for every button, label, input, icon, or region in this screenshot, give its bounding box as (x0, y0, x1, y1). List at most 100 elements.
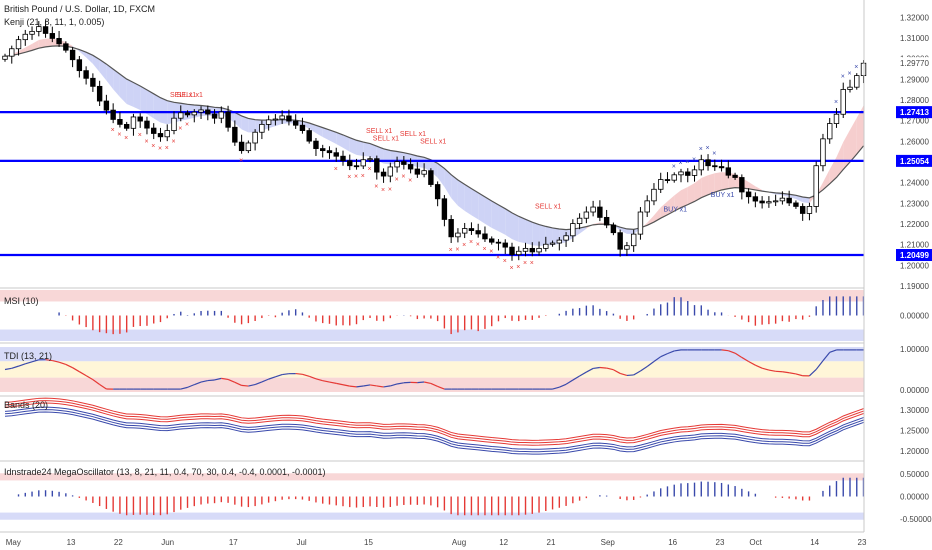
sell-marker: × (117, 131, 121, 138)
bands-lower-line (4, 409, 864, 453)
candle-body (157, 133, 164, 138)
sell-marker: × (185, 121, 189, 128)
ma-cloud-segment (437, 163, 445, 187)
ma-cloud-segment (356, 140, 364, 156)
candle-body (407, 164, 414, 170)
sell-marker: × (374, 184, 378, 191)
tdi-line-segment (674, 349, 682, 352)
ma-cloud-segment (309, 122, 316, 134)
ma-cloud-segment (248, 118, 256, 133)
candle-body (103, 100, 110, 111)
sell-marker: × (388, 186, 392, 193)
ma-cloud-segment (525, 219, 533, 246)
tdi-line-segment (369, 384, 377, 387)
ma-cloud-segment (99, 59, 107, 81)
oscillator-tick-label: -0.50000 (900, 515, 932, 524)
candle-body (590, 206, 596, 213)
candle-body (434, 184, 441, 200)
candle-body (482, 233, 488, 240)
sell-signal-label: SELL x1 (373, 135, 399, 142)
tdi-line-segment (795, 373, 803, 377)
ma-cloud-segment (660, 201, 668, 219)
sell-marker: × (455, 246, 459, 253)
candle-body (759, 200, 765, 204)
sell-marker: × (368, 166, 372, 173)
sell-marker: × (408, 177, 412, 184)
tdi-line-segment (295, 372, 303, 375)
bands-tick-label: 1.25000 (900, 427, 929, 436)
ma-cloud-segment (315, 125, 323, 138)
time-tick-label: 15 (364, 538, 373, 547)
sell-marker: × (124, 135, 128, 142)
ma-cloud-segment (532, 222, 540, 246)
tdi-line-segment (45, 359, 53, 362)
candle-body (583, 211, 590, 219)
oscillator-pane-title: Idnstrade24 MegaOscillator (13, 8, 21, 1… (4, 467, 326, 477)
ma-cloud-segment (113, 69, 120, 98)
tdi-line-segment (349, 385, 357, 388)
candle-body (340, 155, 346, 162)
ma-cloud-segment (505, 208, 512, 240)
candle-body (576, 217, 583, 224)
oscillator-tick-label: 0.50000 (900, 470, 929, 479)
candle-body (603, 216, 610, 226)
ma-cloud-segment (119, 74, 127, 104)
tdi-line-segment (417, 381, 425, 384)
candle-body (543, 243, 549, 249)
candle-body (840, 89, 846, 115)
ma-cloud-segment (349, 137, 357, 155)
tdi-line-segment (200, 379, 208, 383)
ma-cloud-segment (708, 173, 715, 195)
candle-body (265, 119, 272, 125)
msi-pane (0, 290, 865, 341)
time-tick-label: 14 (810, 538, 819, 547)
tdi-line-segment (721, 349, 729, 352)
buy-signal-label: BUY x1 (663, 207, 687, 214)
candle-body (245, 142, 252, 152)
price-tick-label: 1.29000 (900, 75, 929, 84)
candle-body (806, 206, 813, 214)
candle-body (326, 150, 333, 154)
tdi-line-segment (275, 373, 283, 378)
tdi-line-segment (579, 371, 587, 377)
tdi-line-segment (390, 383, 398, 387)
candle-body (259, 123, 265, 133)
candle-body (556, 239, 563, 244)
candle-body (428, 170, 434, 185)
candle-body (272, 118, 279, 121)
tdi-line-segment (248, 383, 256, 387)
sell-marker: × (395, 177, 399, 184)
ma-cloud-segment (126, 79, 134, 107)
sell-marker: × (165, 145, 169, 152)
sell-marker: × (381, 187, 385, 194)
candle-body (401, 161, 407, 165)
bands-upper-line (4, 402, 864, 446)
tdi-tick-label: 1.00000 (900, 345, 929, 354)
time-tick-label: Jun (161, 538, 174, 547)
buy-marker: × (672, 163, 676, 170)
candle-body (83, 70, 89, 79)
candle-body (509, 246, 515, 255)
candle-body (637, 211, 644, 235)
candle-body (218, 111, 225, 119)
candle-body (320, 148, 326, 152)
ma-cloud-segment (343, 134, 350, 152)
candle-body (15, 39, 22, 50)
sell-signal-label: SELL x1 (177, 92, 203, 99)
candle-body (347, 160, 353, 167)
tdi-line-segment (194, 381, 202, 386)
candle-body (495, 241, 502, 244)
candle-body (847, 86, 853, 90)
tdi-line-segment (815, 360, 824, 370)
tdi-line-segment (761, 367, 770, 371)
price-tick-label: 1.24000 (900, 179, 929, 188)
candle-body (516, 250, 522, 255)
sell-marker: × (503, 258, 507, 265)
candle-body (691, 169, 698, 176)
candle-body (685, 171, 691, 176)
ma-cloud-segment (539, 224, 546, 246)
tdi-line-segment (734, 352, 743, 358)
candle-body (63, 43, 69, 51)
ma-cloud-segment (721, 172, 729, 190)
msi-tick-label: 0.00000 (900, 312, 929, 321)
